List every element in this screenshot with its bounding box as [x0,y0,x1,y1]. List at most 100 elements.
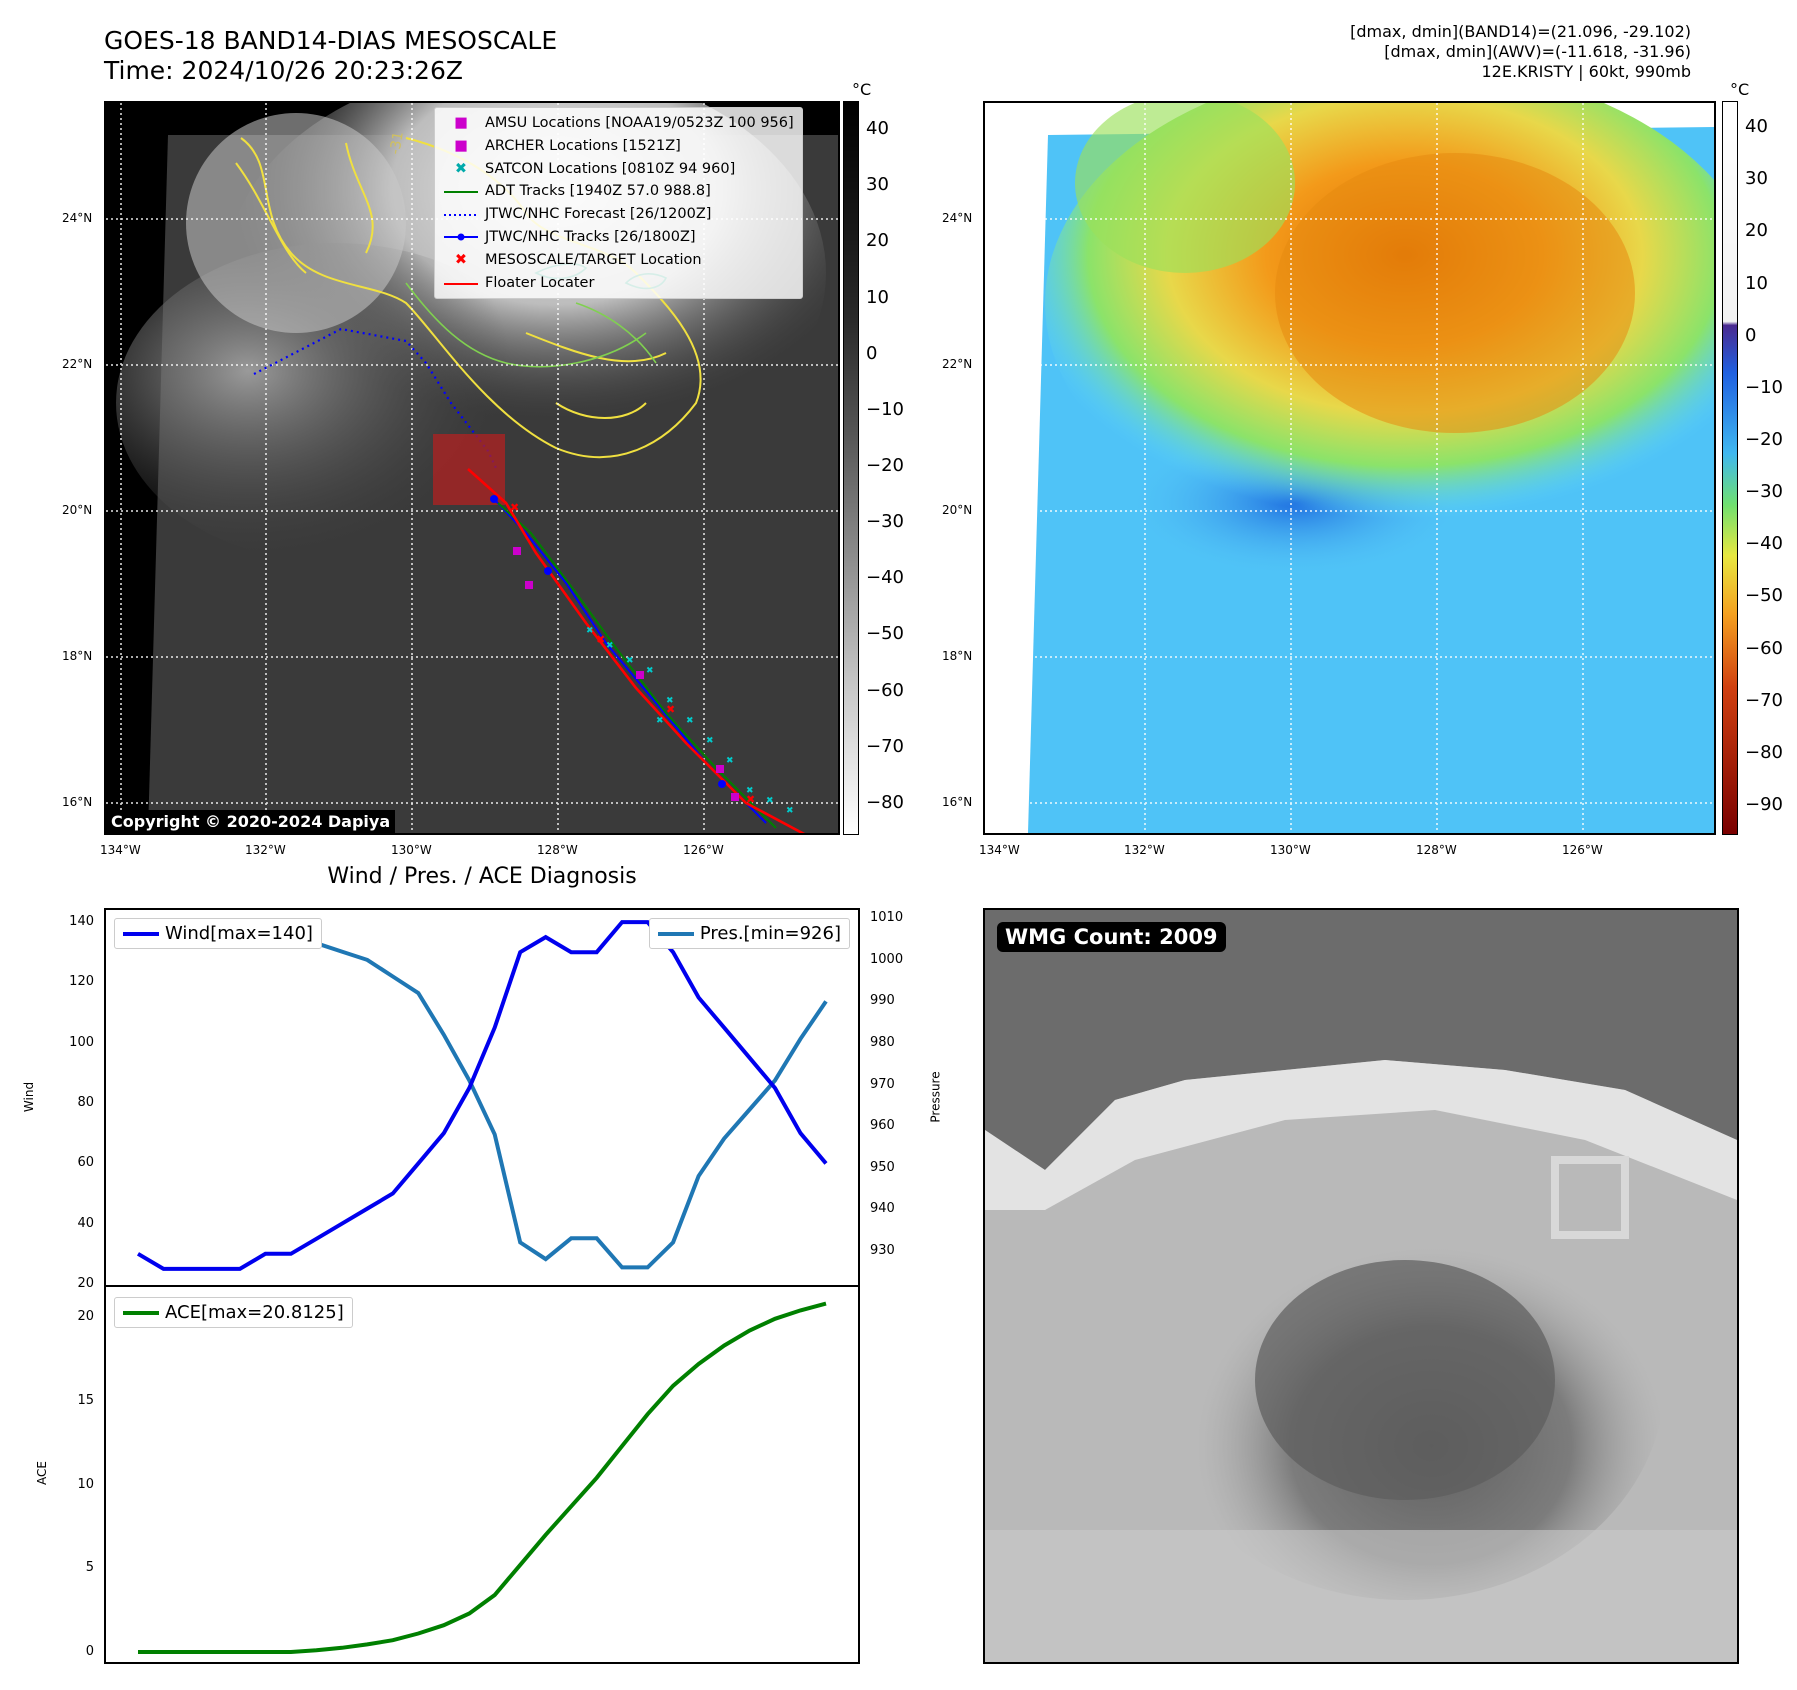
left-colorbar-tick: −70 [866,735,904,757]
svg-text:✖: ✖ [596,633,605,646]
pressure-legend: Pres.[min=926] [648,918,850,949]
svg-text:✖: ✖ [686,716,694,726]
pressure-tick-label: 970 [870,1076,895,1092]
chart-title-line2: Time: 2024/10/26 20:23:26Z [104,56,463,85]
svg-text:✖: ✖ [606,641,614,651]
wind-tick-label: 20 [77,1276,94,1291]
r-lat-label-16: 16°N [942,795,973,809]
wind-tick-label: 60 [77,1155,94,1171]
ace-tick-label: 10 [77,1476,94,1492]
left-colorbar-tick: −20 [866,455,904,476]
ace-chart: ACE[max=20.8125] [104,1285,860,1664]
right-colorbar-tick: −70 [1745,689,1783,711]
wind-tick-label: 40 [77,1215,94,1231]
lat-label-22: 22°N [62,357,93,371]
legend-item-satcon: ✖ SATCON Locations [0810Z 94 960] [454,160,736,177]
awv-map-panel [983,101,1716,835]
r-lon-label-128: 128°W [1416,843,1457,857]
left-colorbar-tick: −60 [866,679,904,701]
right-colorbar-tick: −50 [1745,585,1783,607]
svg-text:✖: ✖ [646,666,654,676]
svg-text:✖: ✖ [656,716,664,726]
wind-legend: Wind[max=140] [114,918,322,949]
right-colorbar-tick: 0 [1745,324,1757,346]
left-colorbar-tick: −40 [866,567,904,589]
wmg-count-badge: WMG Count: 2009 [997,922,1226,952]
svg-text:✖: ✖ [666,696,674,706]
left-colorbar-tick: −10 [866,398,904,420]
right-colorbar-tick: −60 [1745,637,1783,659]
r-lon-label-130: 130°W [1270,843,1311,857]
info-line3: 12E.KRISTY | 60kt, 990mb [1481,62,1692,81]
pressure-tick-label: 1000 [870,951,904,967]
ace-axis-label: ACE [34,1461,49,1485]
copyright-badge: Copyright © 2020-2024 Dapiya [106,810,396,833]
pressure-tick-label: 980 [870,1034,895,1050]
left-colorbar-tick: −50 [866,623,904,645]
right-colorbar-tick: 30 [1745,168,1768,190]
wind-tick-label: 100 [69,1034,94,1050]
lat-label-20: 20°N [62,503,93,517]
right-colorbar-tick: 40 [1745,116,1768,138]
wind-pressure-plot [136,920,828,1271]
left-colorbar-tick: 20 [866,230,889,252]
right-colorbar-tick: −40 [1745,533,1783,555]
svg-text:✖: ✖ [786,806,794,816]
wmg-image [985,910,1737,1662]
left-colorbar-tick: 30 [866,174,889,196]
pressure-tick-label: 990 [870,993,895,1009]
pressure-tick-label: 940 [870,1201,895,1217]
pressure-tick-label: 950 [870,1159,895,1175]
pressure-tick-label: 930 [870,1242,895,1258]
lat-label-24: 24°N [62,211,93,225]
ace-tick-label: 0 [85,1643,94,1659]
left-colorbar-tick: −30 [866,511,904,533]
svg-text:✖: ✖ [726,756,734,766]
ace-series-line [138,1301,827,1654]
wind-tick-label: 120 [69,974,94,990]
ace-tick-label: 20 [77,1309,94,1325]
right-colorbar-tick: −10 [1745,376,1783,398]
left-colorbar [843,101,859,835]
svg-text:✖: ✖ [746,786,754,796]
right-colorbar-tick: 20 [1745,220,1768,242]
map-legend: ■ AMSU Locations [NOAA19/0523Z 100 956] ■… [434,107,803,300]
pressure-series-line [138,928,828,1270]
right-colorbar-tick: −90 [1745,793,1783,815]
contour-label: -31 [387,130,407,155]
svg-text:✖: ✖ [706,736,714,746]
legend-item-tracks: JTWC/NHC Tracks [26/1800Z] [443,226,794,249]
lon-label-134: 134°W [100,843,141,857]
svg-text:✖: ✖ [586,626,594,636]
pressure-tick-label: 1010 [870,910,904,926]
r-lon-label-126: 126°W [1562,843,1603,857]
legend-item-amsu: ■ AMSU Locations [NOAA19/0523Z 100 956] [454,115,794,131]
lon-label-128: 128°W [537,843,578,857]
legend-item-archer: ■ ARCHER Locations [1521Z] [454,137,681,154]
svg-text:✖: ✖ [510,501,519,514]
ir-map-panel: ✖ ✖ ✖ ✖ ✖ ✖ ✖ ✖ ✖ ✖ ✖ ✖ ✖ ✖ ✖ ✖ -31 ■ AMSU Locations… [104,101,840,835]
svg-text:✖: ✖ [666,703,675,716]
diagnosis-title: Wind / Pres. / ACE Diagnosis [327,864,637,889]
left-colorbar-tick: 10 [866,286,889,308]
wind-pressure-chart: Wind[max=140] Pres.[min=926] [104,908,860,1286]
left-colorbar-tick: −80 [866,791,904,813]
svg-text:✖: ✖ [766,796,774,806]
wmg-panel: WMG Count: 2009 [983,908,1739,1664]
ace-tick-label: 5 [85,1560,94,1576]
legend-item-forecast: JTWC/NHC Forecast [26/1200Z] [444,206,712,223]
left-colorbar-tick: 0 [866,342,878,364]
r-lon-label-132: 132°W [1124,843,1165,857]
wind-axis-label: Wind [22,1081,37,1113]
r-lat-label-18: 18°N [942,649,973,663]
info-line2: [dmax, dmin](AWV)=(-11.618, -31.96) [1384,42,1691,61]
right-colorbar-tick: 10 [1745,272,1768,294]
right-colorbar-tick: −20 [1745,428,1783,450]
legend-item-floater: Floater Locater [444,274,595,291]
pressure-axis-label: Pressure [928,1071,943,1123]
lon-label-126: 126°W [683,843,724,857]
lon-label-130: 130°W [391,843,432,857]
r-lat-label-22: 22°N [942,357,973,371]
legend-item-target: ✖ MESOSCALE/TARGET Location [454,251,702,268]
svg-text:✖: ✖ [746,793,755,806]
